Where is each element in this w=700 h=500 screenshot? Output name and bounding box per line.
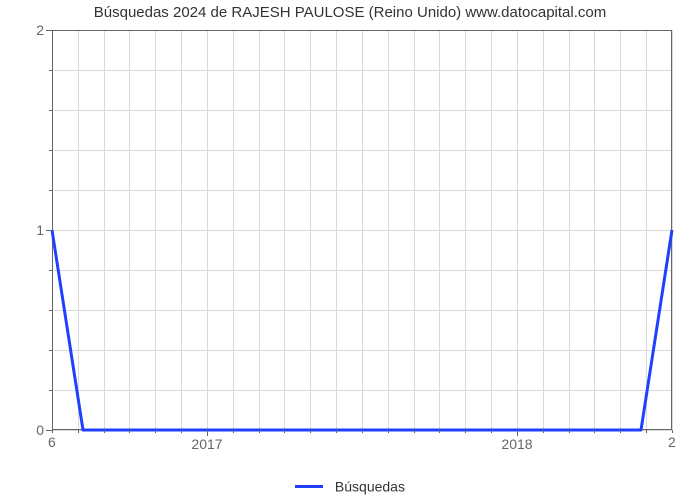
x-tick <box>78 430 79 433</box>
x-tick <box>336 430 337 433</box>
x-tick <box>181 430 182 433</box>
grid-line <box>672 30 673 430</box>
series-line <box>52 230 672 430</box>
x-tick <box>52 430 53 433</box>
chart-container: Búsquedas 2024 de RAJESH PAULOSE (Reino … <box>0 0 700 500</box>
y-tick <box>49 310 52 311</box>
legend-swatch <box>295 485 323 488</box>
y-tick <box>49 350 52 351</box>
x-tick <box>439 430 440 433</box>
x-corner-left-label: 6 <box>48 434 56 450</box>
x-tick <box>233 430 234 433</box>
x-tick <box>646 430 647 433</box>
x-tick <box>491 430 492 433</box>
y-tick <box>49 390 52 391</box>
y-tick-major <box>46 30 52 31</box>
x-tick <box>465 430 466 433</box>
y-tick-major <box>46 430 52 431</box>
chart-title: Búsquedas 2024 de RAJESH PAULOSE (Reino … <box>0 4 700 21</box>
x-tick <box>284 430 285 433</box>
x-tick <box>104 430 105 433</box>
legend: Búsquedas <box>0 477 700 494</box>
plot-area: 01220172018 <box>52 30 672 430</box>
x-tick-major <box>207 430 208 436</box>
x-tick <box>414 430 415 433</box>
x-tick-major <box>517 430 518 436</box>
x-tick <box>620 430 621 433</box>
x-tick <box>569 430 570 433</box>
x-tick <box>129 430 130 433</box>
y-tick-major <box>46 230 52 231</box>
y-tick <box>49 190 52 191</box>
y-tick <box>49 270 52 271</box>
y-tick <box>49 70 52 71</box>
y-tick <box>49 150 52 151</box>
x-tick <box>259 430 260 433</box>
x-tick <box>310 430 311 433</box>
y-tick <box>49 110 52 111</box>
x-corner-right-label: 2 <box>668 434 676 450</box>
x-tick <box>388 430 389 433</box>
line-series <box>52 30 672 430</box>
legend-label: Búsquedas <box>335 478 405 494</box>
x-tick <box>672 430 673 433</box>
x-tick <box>362 430 363 433</box>
x-tick <box>155 430 156 433</box>
x-tick <box>594 430 595 433</box>
x-tick <box>543 430 544 433</box>
